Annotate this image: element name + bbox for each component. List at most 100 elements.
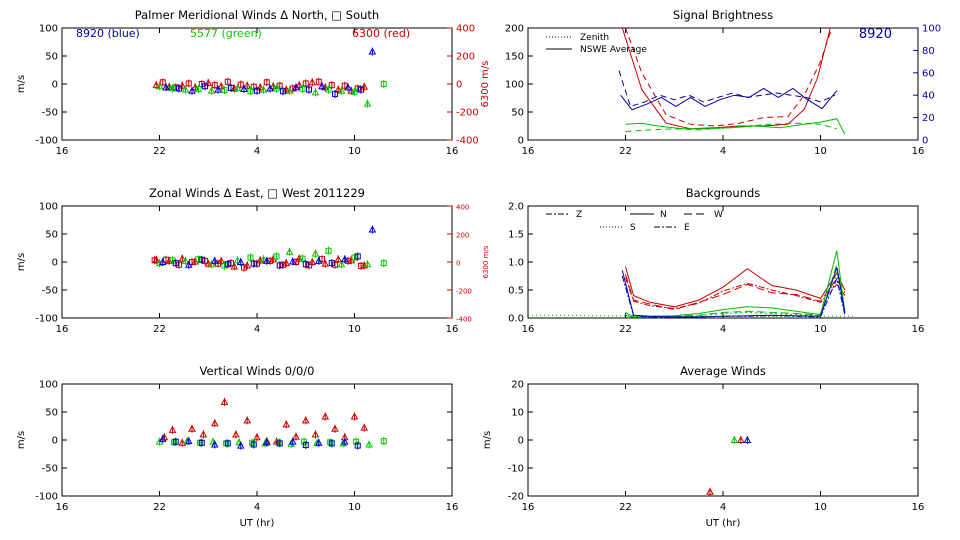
series-line bbox=[625, 118, 846, 135]
x-tick-label: 16 bbox=[446, 502, 459, 513]
legend bbox=[546, 213, 708, 228]
data-point bbox=[224, 261, 231, 268]
x-tick-label: 16 bbox=[56, 324, 69, 335]
data-layer bbox=[152, 47, 387, 108]
x-axis-label: UT (hr) bbox=[240, 518, 275, 529]
y-tick-label: 50 bbox=[45, 408, 58, 419]
y-tick-label: 50 bbox=[511, 108, 524, 119]
series-line bbox=[625, 266, 846, 308]
data-point bbox=[321, 259, 330, 267]
right-y-tick-label: 0 bbox=[922, 136, 928, 147]
data-point bbox=[354, 85, 361, 92]
x-tick-label: 10 bbox=[348, 502, 361, 513]
series-line bbox=[625, 264, 846, 318]
series-line bbox=[621, 28, 831, 130]
panel-p6 bbox=[527, 383, 919, 497]
data-point bbox=[188, 86, 196, 94]
x-tick-label: 4 bbox=[720, 324, 726, 335]
data-point bbox=[236, 257, 245, 265]
data-point bbox=[217, 82, 226, 90]
data-point bbox=[221, 87, 228, 94]
legend-label: Z bbox=[576, 210, 582, 220]
series-line bbox=[625, 277, 846, 310]
x-tick-label: 16 bbox=[912, 324, 925, 335]
data-point bbox=[334, 255, 343, 263]
x-tick-label: 22 bbox=[619, 146, 632, 157]
data-point bbox=[273, 85, 280, 92]
data-point bbox=[184, 260, 193, 268]
y-tick-label: -100 bbox=[35, 136, 58, 147]
plot-frame bbox=[527, 383, 919, 497]
data-point bbox=[351, 88, 358, 95]
chart-title: Signal Brightness bbox=[673, 8, 773, 22]
data-point bbox=[171, 439, 178, 446]
y-axis-label: m/s bbox=[16, 253, 27, 271]
data-point bbox=[210, 256, 219, 264]
data-point bbox=[344, 83, 352, 91]
y-tick-label: 10 bbox=[511, 408, 524, 419]
y-tick-label: -20 bbox=[508, 492, 524, 503]
data-point bbox=[240, 84, 248, 93]
data-point bbox=[299, 255, 306, 262]
data-point bbox=[276, 262, 283, 269]
data-point bbox=[210, 440, 219, 448]
right-y-tick-label: 80 bbox=[922, 46, 935, 57]
y-tick-label: 50 bbox=[45, 230, 58, 241]
right-y-tick-label: 400 bbox=[456, 24, 475, 35]
plot-frame bbox=[527, 205, 919, 319]
series-line bbox=[620, 87, 838, 111]
data-point bbox=[191, 257, 200, 265]
right-axis-label: 6300 m/s bbox=[480, 61, 491, 108]
data-point bbox=[259, 255, 268, 263]
legend-label: Zenith bbox=[580, 33, 609, 43]
data-point bbox=[243, 81, 252, 89]
data-point bbox=[207, 260, 216, 268]
data-point bbox=[232, 430, 240, 438]
data-point bbox=[202, 257, 208, 264]
x-tick-label: 22 bbox=[619, 324, 632, 335]
data-point bbox=[360, 82, 369, 90]
data-point bbox=[241, 264, 247, 271]
y-tick-label: -10 bbox=[508, 464, 524, 475]
data-point bbox=[176, 261, 182, 268]
data-point bbox=[334, 85, 343, 93]
y-tick-label: 1.5 bbox=[508, 230, 524, 241]
chart-title: Backgrounds bbox=[686, 186, 761, 200]
data-point bbox=[345, 257, 351, 264]
data-point bbox=[220, 397, 229, 405]
legend-label: W bbox=[714, 210, 723, 220]
y-tick-label: 100 bbox=[39, 24, 58, 35]
x-tick-label: 16 bbox=[446, 146, 459, 157]
right-y-tick-label: 40 bbox=[922, 91, 935, 102]
series-line bbox=[625, 122, 837, 133]
data-point bbox=[328, 260, 335, 267]
data-point bbox=[253, 433, 261, 441]
data-point bbox=[202, 83, 208, 90]
right-y-tick-label: 0 bbox=[456, 80, 462, 91]
x-tick-label: 22 bbox=[153, 146, 166, 157]
data-point bbox=[217, 256, 226, 264]
right-y-tick-label: -400 bbox=[456, 136, 479, 147]
data-point bbox=[204, 78, 213, 86]
data-point bbox=[328, 440, 335, 447]
data-point bbox=[198, 256, 205, 263]
data-point bbox=[195, 256, 202, 263]
data-point bbox=[228, 260, 234, 267]
data-point bbox=[314, 438, 323, 446]
panel-p2 bbox=[527, 27, 919, 141]
legend-label: S bbox=[630, 223, 636, 233]
y-tick-label: 100 bbox=[39, 380, 58, 391]
data-point bbox=[354, 253, 361, 260]
data-point bbox=[340, 437, 349, 445]
data-point bbox=[195, 86, 202, 93]
data-point bbox=[327, 439, 334, 446]
y-tick-label: 50 bbox=[45, 52, 58, 63]
data-point bbox=[325, 86, 332, 93]
data-point bbox=[184, 437, 193, 445]
data-point bbox=[185, 80, 192, 87]
data-point bbox=[262, 438, 271, 446]
data-point bbox=[210, 419, 219, 427]
data-point bbox=[380, 438, 387, 445]
data-point bbox=[321, 412, 330, 420]
